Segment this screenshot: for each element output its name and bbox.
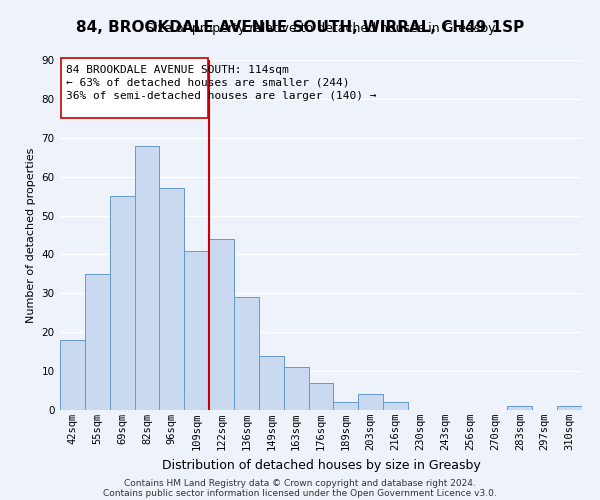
Bar: [134, 146, 160, 410]
Text: Contains HM Land Registry data © Crown copyright and database right 2024.: Contains HM Land Registry data © Crown c…: [124, 478, 476, 488]
Title: Size of property relative to detached houses in Greasby: Size of property relative to detached ho…: [146, 22, 496, 35]
Bar: [358, 394, 383, 410]
Bar: [334, 402, 358, 410]
Bar: [110, 196, 134, 410]
Bar: [160, 188, 184, 410]
Y-axis label: Number of detached properties: Number of detached properties: [26, 148, 36, 322]
Text: Contains public sector information licensed under the Open Government Licence v3: Contains public sector information licen…: [103, 488, 497, 498]
X-axis label: Distribution of detached houses by size in Greasby: Distribution of detached houses by size …: [161, 458, 481, 471]
Bar: [60, 340, 85, 410]
Text: 36% of semi-detached houses are larger (140) →: 36% of semi-detached houses are larger (…: [66, 91, 377, 101]
Text: ← 63% of detached houses are smaller (244): ← 63% of detached houses are smaller (24…: [66, 78, 350, 88]
Bar: [209, 239, 234, 410]
Bar: [259, 356, 284, 410]
Bar: [85, 274, 110, 410]
Bar: [234, 297, 259, 410]
Bar: [308, 383, 334, 410]
FancyBboxPatch shape: [61, 58, 208, 118]
Bar: [284, 367, 308, 410]
Text: 84 BROOKDALE AVENUE SOUTH: 114sqm: 84 BROOKDALE AVENUE SOUTH: 114sqm: [66, 64, 289, 74]
Bar: [383, 402, 408, 410]
Text: 84, BROOKDALE AVENUE SOUTH, WIRRAL, CH49 1SP: 84, BROOKDALE AVENUE SOUTH, WIRRAL, CH49…: [76, 20, 524, 35]
Bar: [508, 406, 532, 410]
Bar: [557, 406, 582, 410]
Bar: [184, 250, 209, 410]
